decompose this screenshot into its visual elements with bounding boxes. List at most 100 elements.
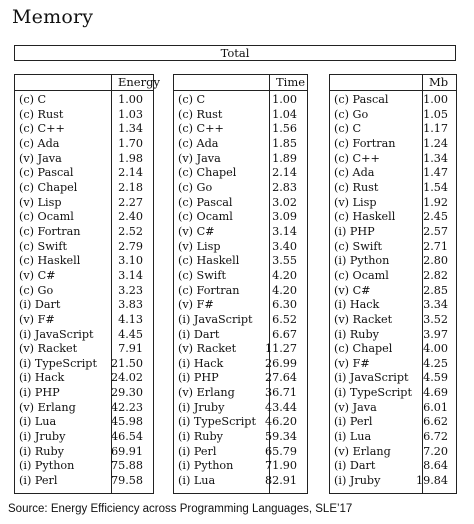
value-cell: 2.57 — [423, 224, 448, 238]
table-row: (c) Rust 1.03 — [15, 108, 153, 123]
mb-header: Mb — [422, 75, 452, 90]
table-row: (c) Fortran 2.52 — [15, 225, 153, 240]
table-row: (v) Lisp 2.27 — [15, 196, 153, 211]
time-header: Time — [269, 75, 305, 90]
language-cell: (v) F# — [334, 356, 370, 370]
language-cell: (i) TypeScript — [19, 356, 97, 370]
language-cell: (v) C# — [19, 268, 56, 282]
table-row: (c) Ada 1.85 — [174, 137, 307, 152]
value-cell: 11.27 — [264, 342, 297, 356]
language-cell: (c) Fortran — [19, 224, 81, 238]
language-cell: (c) Rust — [178, 107, 223, 121]
value-cell: 1.56 — [272, 122, 297, 136]
column-divider — [269, 90, 270, 493]
table-row: (v) F# 6.30 — [174, 298, 307, 313]
value-cell: 3.14 — [272, 224, 297, 238]
table-row: (i) Hack 3.34 — [330, 298, 456, 313]
language-cell: (v) Erlang — [334, 444, 391, 458]
value-cell: 1.92 — [423, 195, 448, 209]
value-cell: 6.30 — [272, 298, 297, 312]
table-row: (i) Lua 6.72 — [330, 430, 456, 445]
table-rows: (c) Pascal 1.00 (c) Go 1.05 (c) C 1.17 (c) For… — [330, 93, 456, 489]
value-cell: 43.44 — [264, 400, 297, 414]
table-row: (i) Perl 65.79 — [174, 445, 307, 460]
value-cell: 75.88 — [110, 459, 143, 473]
table-rows: (c) C 1.00 (c) Rust 1.03 (c) C++ 1.34 (c) Ada 1… — [15, 93, 153, 489]
language-cell: (i) Hack — [19, 371, 65, 385]
language-cell: (c) C++ — [334, 151, 380, 165]
column-divider — [422, 90, 423, 493]
table-row: (i) Lua 45.98 — [15, 415, 153, 430]
value-cell: 1.00 — [272, 93, 297, 106]
language-cell: (v) F# — [19, 312, 55, 326]
value-cell: 1.00 — [423, 93, 448, 106]
value-cell: 1.70 — [118, 136, 143, 150]
table-row: (c) C 1.00 — [174, 93, 307, 108]
language-cell: (v) Erlang — [178, 386, 235, 400]
value-cell: 46.20 — [264, 415, 297, 429]
value-cell: 65.79 — [264, 444, 297, 458]
language-cell: (i) Dart — [334, 459, 376, 473]
value-cell: 21.50 — [110, 356, 143, 370]
table-row: (i) Python 75.88 — [15, 459, 153, 474]
language-cell: (c) C++ — [178, 122, 224, 136]
table-row: (c) Fortran 1.24 — [330, 137, 456, 152]
table-row: (c) Fortran 4.20 — [174, 284, 307, 299]
language-cell: (v) Java — [334, 400, 377, 414]
table-row: (i) PHP 2.57 — [330, 225, 456, 240]
table-row: (v) C# 3.14 — [174, 225, 307, 240]
language-cell: (c) Ada — [334, 166, 375, 180]
table-row: (i) Python 71.90 — [174, 459, 307, 474]
language-cell: (i) Jruby — [334, 474, 381, 488]
value-cell: 2.85 — [423, 283, 448, 297]
table-row: (v) F# 4.25 — [330, 357, 456, 372]
table-row: (i) JavaScript 4.45 — [15, 328, 153, 343]
table-header: Energy — [15, 75, 160, 91]
table-row: (v) C# 3.14 — [15, 269, 153, 284]
table-row: (c) Swift 2.71 — [330, 240, 456, 255]
table-row: (i) Ruby 69.91 — [15, 445, 153, 460]
table-row: (i) Jruby 43.44 — [174, 401, 307, 416]
value-cell: 3.55 — [272, 254, 297, 268]
table-row: (v) Java 1.89 — [174, 152, 307, 167]
language-cell: (c) Ada — [178, 136, 219, 150]
language-cell: (c) Ocaml — [19, 210, 74, 224]
value-cell: 3.52 — [423, 312, 448, 326]
table-row: (c) Rust 1.04 — [174, 108, 307, 123]
language-cell: (i) Ruby — [334, 327, 379, 341]
value-cell: 71.90 — [264, 459, 297, 473]
value-cell: 2.27 — [118, 195, 143, 209]
language-cell: (c) Go — [19, 283, 54, 297]
language-cell: (v) Lisp — [334, 195, 377, 209]
table-row: (c) Pascal 1.00 — [330, 93, 456, 108]
value-cell: 1.03 — [118, 107, 143, 121]
value-cell: 2.40 — [118, 210, 143, 224]
language-cell: (i) JavaScript — [19, 327, 94, 341]
table-row: (c) Go 3.23 — [15, 284, 153, 299]
table-row: (i) Lua 82.91 — [174, 474, 307, 489]
table-row: (v) Racket 3.52 — [330, 313, 456, 328]
column-divider — [111, 90, 112, 493]
value-cell: 4.20 — [272, 283, 297, 297]
value-cell: 2.79 — [118, 239, 143, 253]
value-cell: 3.40 — [272, 239, 297, 253]
language-cell: (v) Java — [19, 151, 62, 165]
value-cell: 4.20 — [272, 268, 297, 282]
language-cell: (i) PHP — [334, 224, 375, 238]
value-cell: 3.83 — [118, 298, 143, 312]
value-cell: 3.97 — [423, 327, 448, 341]
value-cell: 3.23 — [118, 283, 143, 297]
language-cell: (c) Fortran — [334, 136, 396, 150]
energy-header: Energy — [111, 75, 160, 90]
language-cell: (v) Lisp — [19, 195, 62, 209]
memory-table: Mb (c) Pascal 1.00 (c) Go 1.05 (c) C 1.17 (c) … — [329, 74, 457, 494]
value-cell: 2.80 — [423, 254, 448, 268]
language-cell: (c) C — [334, 122, 362, 136]
value-cell: 6.62 — [423, 415, 448, 429]
language-cell: (c) Ocaml — [334, 268, 389, 282]
table-row: (c) Ada 1.70 — [15, 137, 153, 152]
value-cell: 69.91 — [110, 444, 143, 458]
language-cell: (i) PHP — [19, 386, 60, 400]
value-cell: 4.69 — [423, 386, 448, 400]
language-cell: (i) Python — [334, 254, 390, 268]
